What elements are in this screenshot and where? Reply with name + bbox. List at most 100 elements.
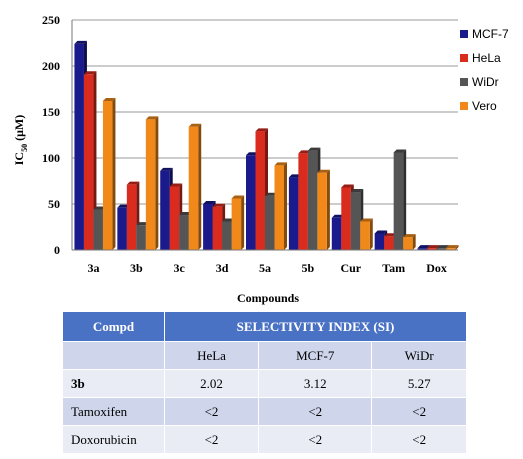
bar-top: [126, 181, 140, 185]
axes: [71, 20, 458, 251]
header-compd: Compd: [62, 311, 165, 342]
bar: [74, 43, 84, 250]
bar: [274, 165, 284, 250]
bar: [417, 248, 428, 250]
bar-top: [145, 116, 159, 120]
bar-Vero-5a: [274, 162, 287, 250]
x-axis-label: Compounds: [237, 291, 299, 305]
bar-top: [74, 40, 87, 44]
x-tick-label: 5b: [302, 261, 315, 275]
bar: [160, 170, 170, 250]
legend-swatch: [460, 102, 468, 110]
row-label: 3b: [62, 369, 165, 398]
bar: [93, 209, 103, 250]
bar: [188, 126, 199, 250]
bar-top: [222, 218, 235, 222]
bar-top: [446, 245, 459, 249]
bar-Vero-5b: [317, 169, 330, 250]
x-tick-label: Tam: [382, 261, 405, 275]
cell: <2: [371, 397, 467, 426]
bar: [341, 187, 351, 250]
bar-top: [212, 203, 226, 207]
bar: [446, 248, 456, 250]
bar: [427, 248, 437, 250]
bar-side: [412, 234, 416, 250]
table-header-row: Compd SELECTIVITY INDEX (SI): [62, 311, 467, 342]
bar-top: [317, 169, 330, 173]
legend-swatch: [460, 54, 468, 62]
bar: [117, 207, 127, 250]
x-tick-label: 3a: [87, 261, 99, 275]
row-label: Tamoxifen: [62, 397, 165, 426]
cell: <2: [163, 397, 260, 426]
bar-Vero-Dox: [446, 245, 459, 250]
bar-Vero-3a: [102, 97, 116, 251]
bar: [126, 184, 137, 250]
bar-Vero-3d: [231, 195, 245, 250]
y-tick-label: 50: [48, 197, 60, 211]
bar-Vero-Tam: [403, 234, 416, 250]
bar: [212, 206, 223, 250]
legend-label: MCF-7: [472, 27, 509, 41]
bar-side: [369, 218, 373, 250]
bar: [169, 186, 180, 250]
bar-top: [93, 206, 106, 210]
bar-top: [188, 123, 202, 127]
legend-swatch: [460, 78, 468, 86]
header-si: SELECTIVITY INDEX (SI): [164, 311, 467, 342]
x-tick-label: 3c: [174, 261, 186, 275]
x-tick-label: Dox: [426, 261, 447, 275]
x-tick-label: Cur: [340, 261, 361, 275]
bar-top: [384, 233, 397, 237]
bar: [246, 155, 256, 250]
bar-side: [155, 116, 159, 250]
bar-top: [179, 212, 192, 216]
bar-top: [288, 174, 302, 178]
subheader-widr: WiDr: [371, 341, 467, 370]
bar: [331, 217, 342, 250]
y-tick-label: 200: [42, 59, 60, 73]
bar: [288, 177, 299, 250]
bar: [393, 152, 404, 250]
bar-top: [427, 245, 440, 249]
bar: [222, 221, 232, 250]
y-tick-label: 150: [42, 105, 60, 119]
bar-side: [93, 71, 97, 250]
bar-side: [284, 162, 287, 250]
bar: [255, 131, 265, 250]
legend-swatch: [460, 30, 468, 38]
cell: 3.12: [258, 369, 373, 398]
legend-label: WiDr: [472, 75, 499, 89]
bar-side: [198, 123, 202, 250]
bar-top: [169, 183, 183, 187]
selectivity-index-table: Compd SELECTIVITY INDEX (SI) HeLa MCF-7 …: [62, 311, 467, 454]
cell: <2: [163, 425, 260, 454]
cell: <2: [258, 397, 373, 426]
bar: [136, 225, 146, 250]
bar-top: [417, 245, 431, 249]
bar-WiDr-Tam: [393, 149, 407, 250]
bar-side: [241, 195, 245, 250]
bar: [83, 74, 94, 250]
bar: [317, 172, 327, 250]
bar: [350, 192, 361, 250]
bar-top: [203, 201, 216, 204]
bar-top: [265, 192, 278, 196]
x-tick-label: 3d: [216, 261, 229, 275]
bar-Vero-3c: [188, 123, 202, 250]
bar-top: [393, 149, 407, 153]
bar: [145, 119, 156, 250]
legend-label: HeLa: [472, 51, 501, 65]
bar-top: [307, 147, 321, 151]
bar: [307, 150, 318, 250]
bar-top: [331, 214, 345, 218]
subheader-empty: [62, 341, 165, 370]
bar-top: [274, 162, 287, 166]
bar: [436, 248, 447, 250]
x-tick-label: 3b: [130, 261, 143, 275]
subheader-hela: HeLa: [163, 341, 260, 370]
bar-top: [136, 222, 149, 226]
table-row: 3b 2.02 3.12 5.27: [62, 369, 467, 398]
bar-top: [102, 97, 116, 101]
bar-top: [298, 150, 311, 154]
